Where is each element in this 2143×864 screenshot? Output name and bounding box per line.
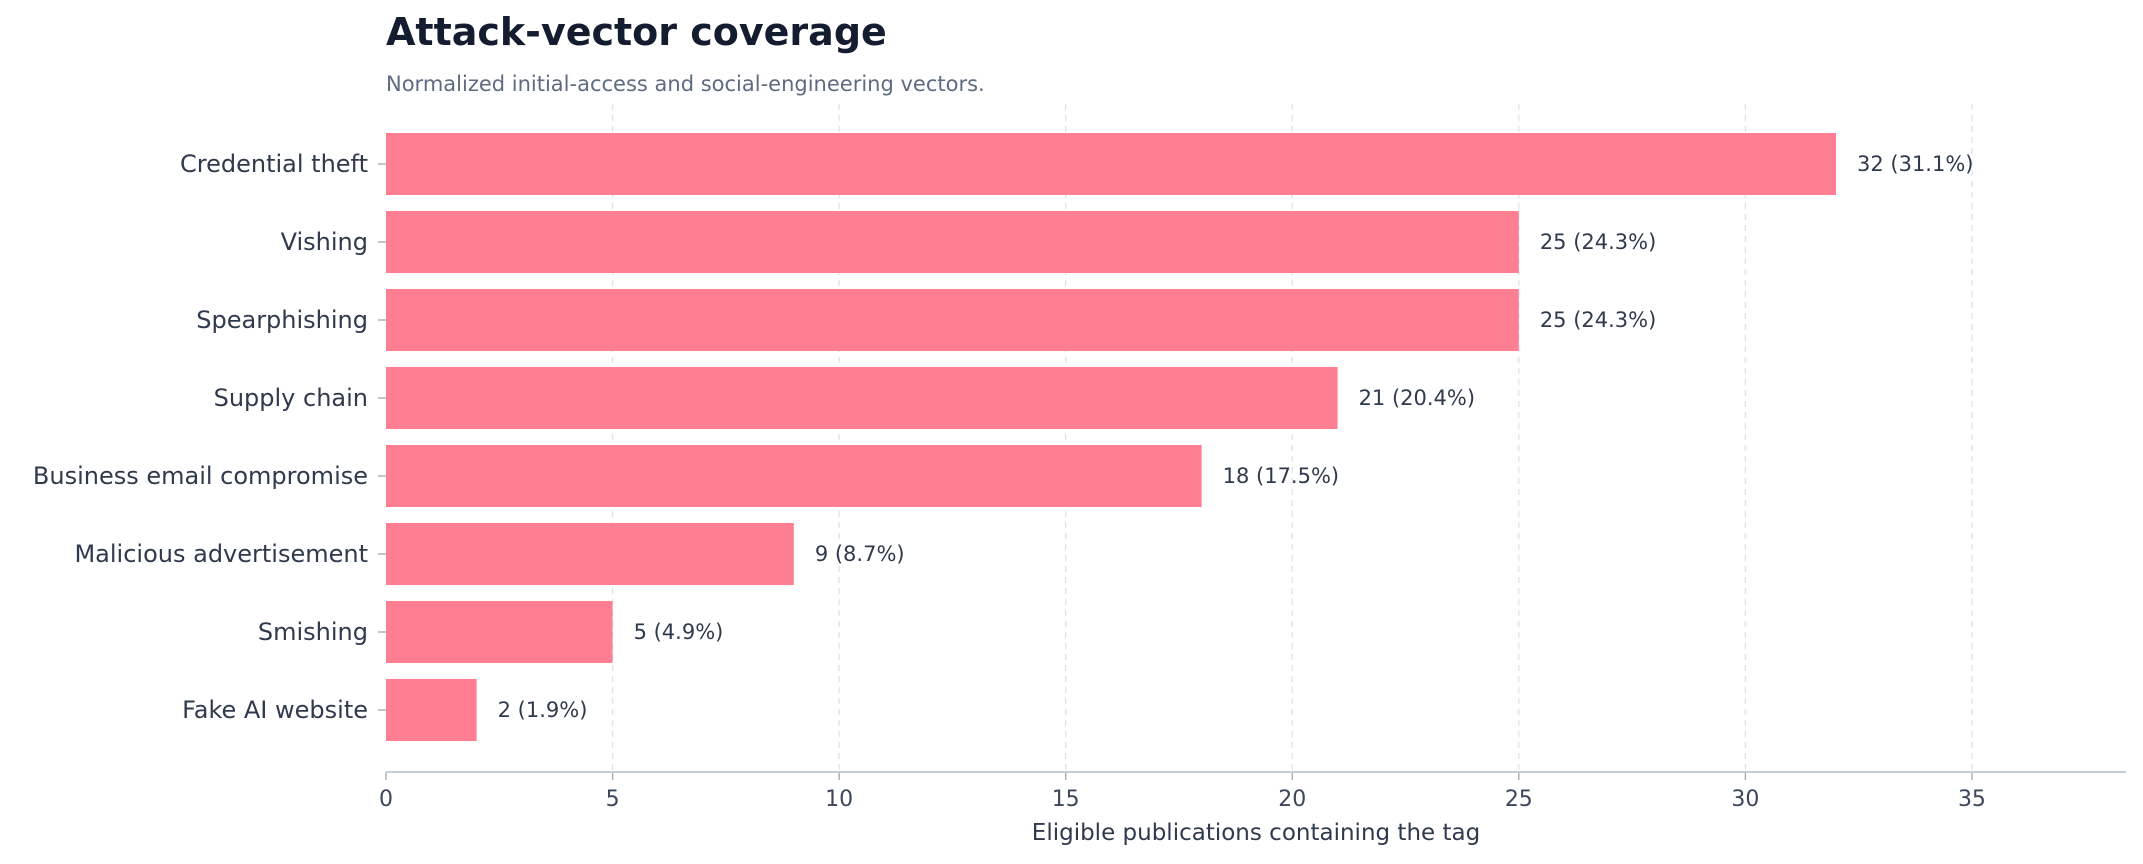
data-label: 18 (17.5%) — [1223, 464, 1340, 488]
data-label: 5 (4.9%) — [634, 620, 724, 644]
x-tick-label: 20 — [1278, 787, 1306, 812]
category-label: Supply chain — [214, 384, 368, 412]
bar — [386, 601, 613, 663]
data-label: 32 (31.1%) — [1857, 152, 1974, 176]
x-tick-label: 25 — [1505, 787, 1533, 812]
data-labels: 32 (31.1%) 25 (24.3%) 25 (24.3%) 21 (20.4%)… — [498, 152, 1974, 722]
x-axis-label: Eligible publications containing the tag — [1032, 820, 1480, 846]
grid-lines — [611, 104, 1973, 772]
category-label: Credential theft — [180, 150, 368, 178]
bar — [386, 289, 1519, 351]
bar — [386, 679, 477, 741]
category-label: Smishing — [258, 618, 368, 646]
bar — [386, 523, 794, 585]
bar — [386, 133, 1836, 195]
x-axis: 0 5 10 15 20 25 30 35 — [379, 771, 2126, 812]
chart-title: Attack-vector coverage — [386, 10, 887, 54]
category-label: Spearphishing — [196, 306, 368, 334]
x-tick-label: 5 — [606, 787, 620, 812]
category-label: Vishing — [281, 228, 368, 256]
x-tick-label: 10 — [825, 787, 853, 812]
category-labels: Credential theft Vishing Spearphishing Supp… — [33, 150, 386, 724]
data-label: 25 (24.3%) — [1540, 308, 1657, 332]
category-label: Malicious advertisement — [74, 540, 368, 568]
bar — [386, 367, 1338, 429]
bar — [386, 445, 1202, 507]
category-label: Fake AI website — [182, 696, 368, 724]
data-label: 25 (24.3%) — [1540, 230, 1657, 254]
data-label: 2 (1.9%) — [498, 698, 588, 722]
category-label: Business email compromise — [33, 462, 368, 490]
x-tick-label: 0 — [379, 787, 393, 812]
x-tick-label: 15 — [1052, 787, 1080, 812]
data-label: 21 (20.4%) — [1359, 386, 1476, 410]
bars — [386, 133, 1836, 741]
bar — [386, 211, 1519, 273]
x-tick-label: 35 — [1958, 787, 1986, 812]
chart-subtitle: Normalized initial-access and social-eng… — [386, 72, 985, 96]
data-label: 9 (8.7%) — [815, 542, 905, 566]
x-tick-label: 30 — [1731, 787, 1759, 812]
